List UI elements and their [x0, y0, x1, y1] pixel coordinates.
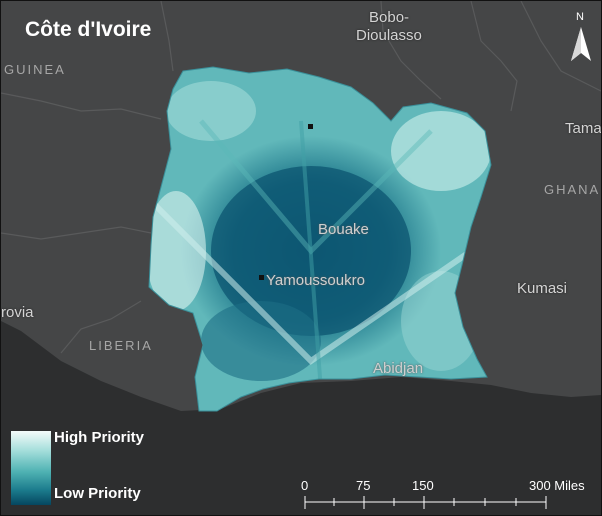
scale-label-150: 150 — [412, 478, 434, 493]
legend-high-label: High Priority — [54, 429, 145, 446]
city-label-kumasi: Kumasi — [517, 280, 568, 297]
city-label-bobo-1: Bobo- — [369, 9, 410, 26]
city-label-abidjan: Abidjan — [373, 360, 424, 377]
city-label-monrovia: rovia — [1, 304, 34, 321]
country-label-ghana: GHANA — [544, 182, 601, 197]
priority-raster — [149, 67, 491, 411]
country-label-guinea: GUINEA — [4, 62, 66, 77]
north-arrow-icon: N — [565, 9, 597, 67]
city-point — [308, 124, 313, 129]
city-label-bobo-2: Dioulasso — [356, 27, 422, 44]
north-label: N — [576, 11, 584, 23]
city-point — [259, 275, 264, 280]
legend-color-ramp — [11, 431, 51, 505]
scale-label-0: 0 — [301, 478, 309, 493]
country-outline — [148, 66, 492, 412]
scale-label-75: 75 — [356, 478, 371, 493]
country-borders — [1, 1, 601, 354]
city-label-tama: Tama — [565, 120, 602, 137]
ocean — [1, 321, 601, 515]
city-label-yamoussoukro: Yamoussoukro — [266, 272, 365, 289]
scale-label-300: 300 Miles — [529, 478, 585, 493]
map-title: Côte d'Ivoire — [25, 18, 152, 41]
country-label-liberia: LIBERIA — [89, 338, 153, 353]
scale-bar — [304, 496, 547, 509]
legend-low-label: Low Priority — [54, 485, 141, 502]
city-label-bouake: Bouake — [318, 221, 369, 238]
